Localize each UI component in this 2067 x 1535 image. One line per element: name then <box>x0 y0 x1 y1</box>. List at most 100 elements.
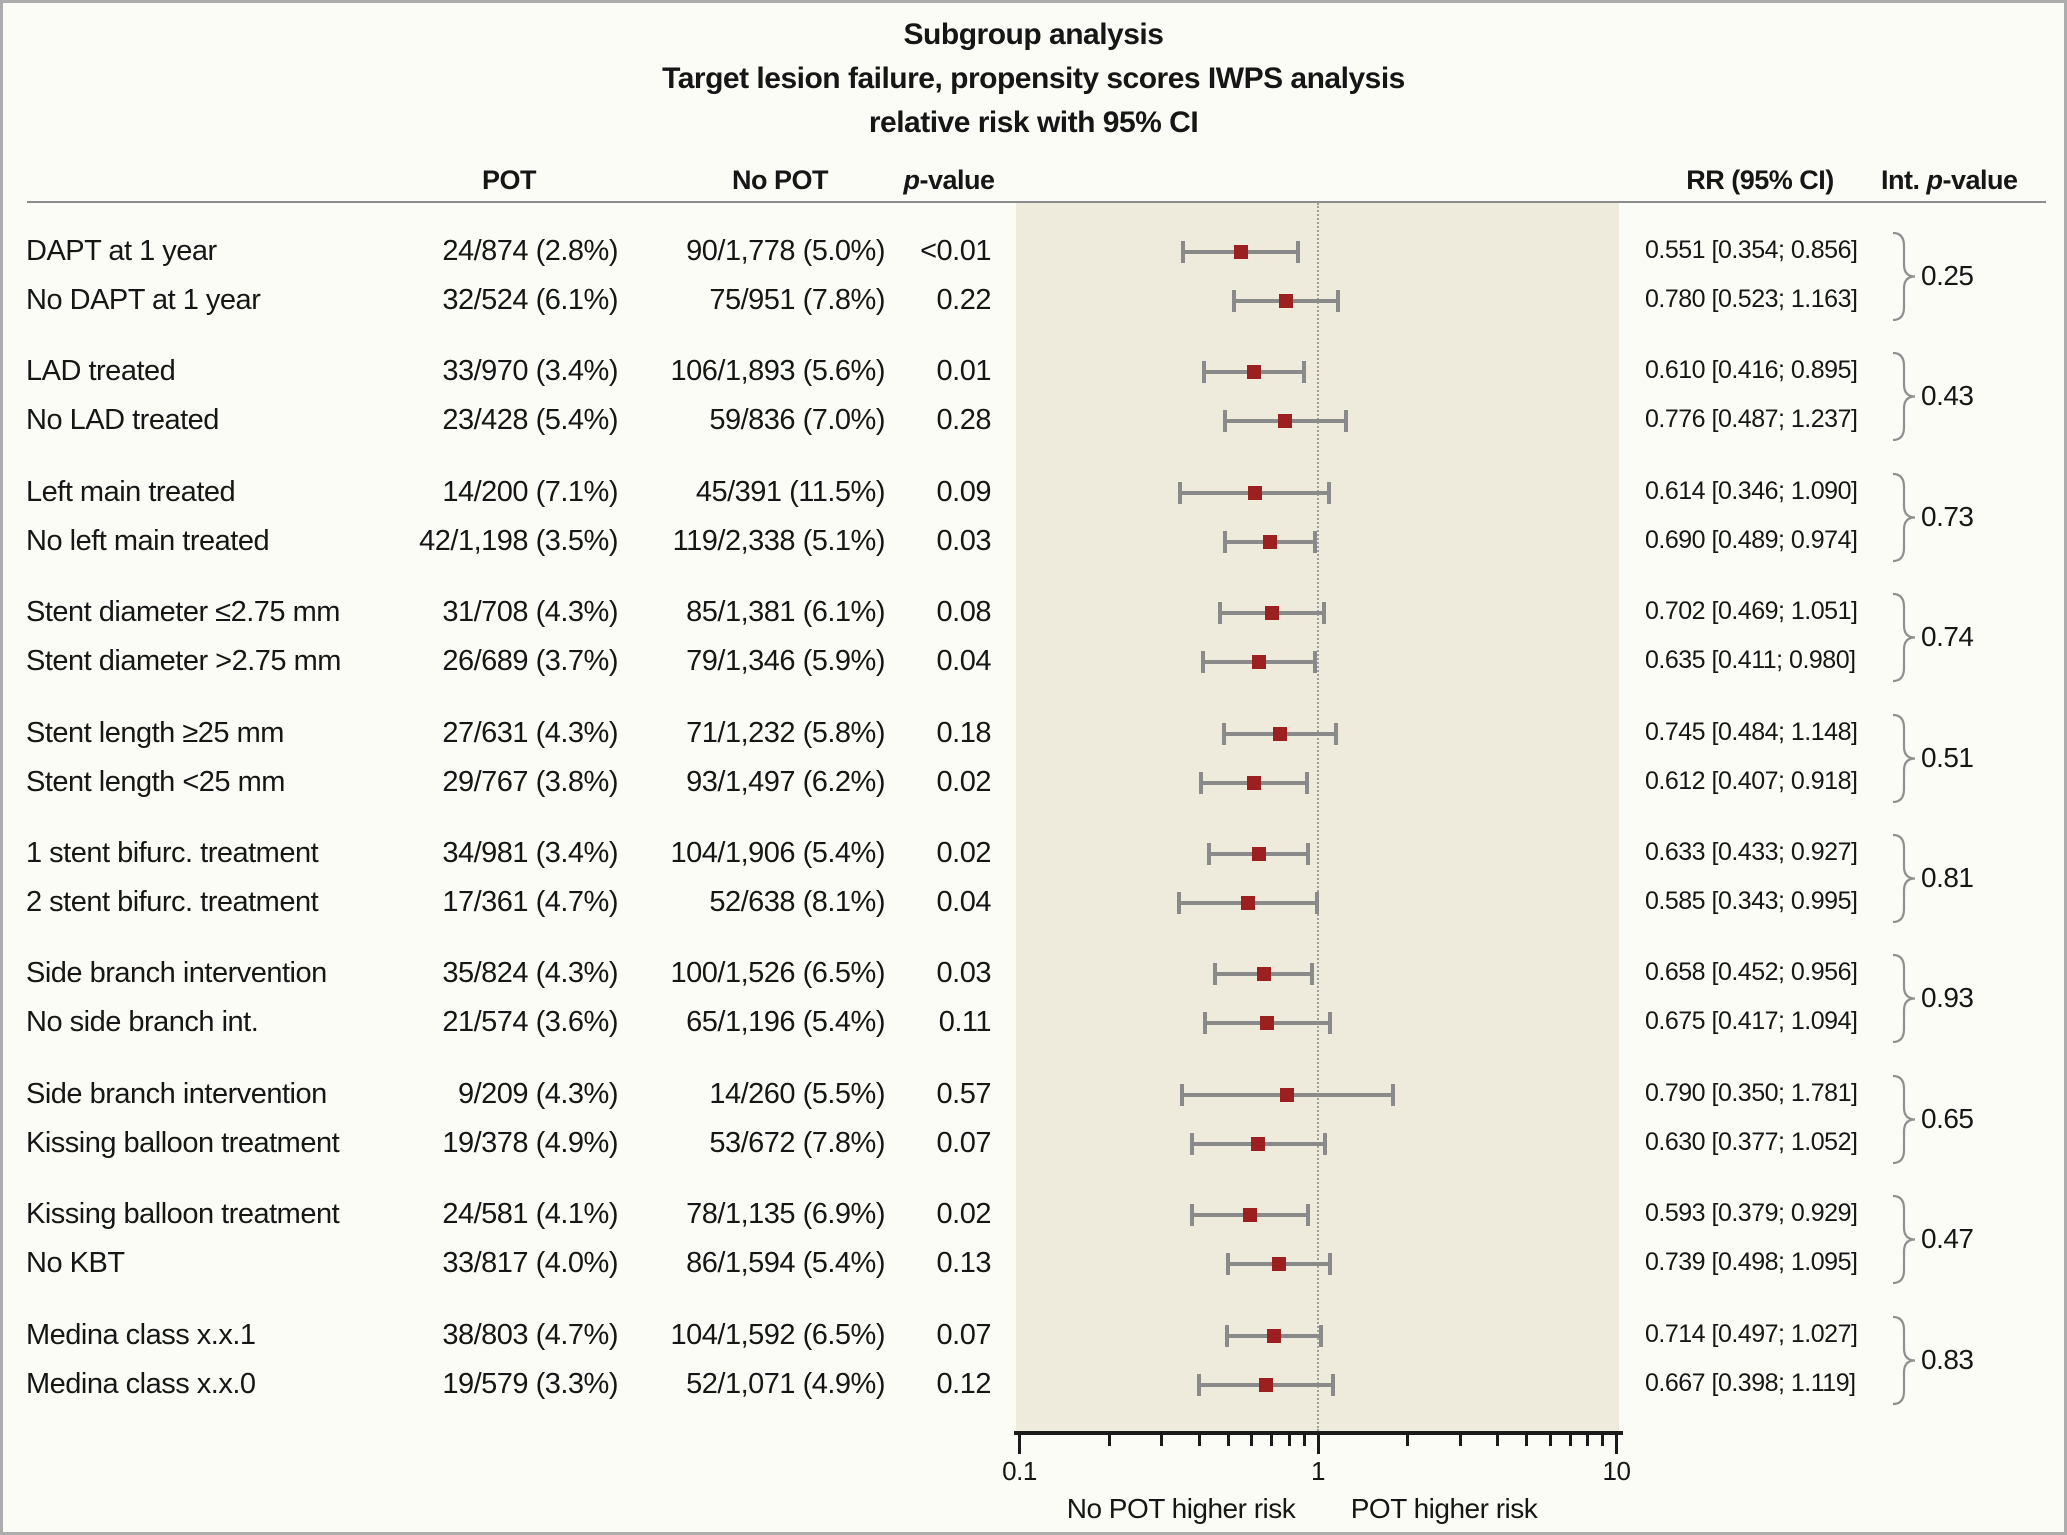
rr-ci-label: 0.739 [0.498; 1.095] <box>1645 1248 1858 1276</box>
axis-minor-tick <box>1287 1433 1291 1446</box>
pot-value: 32/524 (6.1%) <box>442 284 618 316</box>
no-pot-value: 78/1,135 (6.9%) <box>686 1198 885 1230</box>
no-pot-value: 90/1,778 (5.0%) <box>686 235 885 267</box>
no-pot-value: 14/260 (5.5%) <box>709 1078 885 1110</box>
ci-cap-left <box>1190 1204 1195 1226</box>
row-label: No LAD treated <box>26 404 219 436</box>
row-label: Left main treated <box>26 476 236 508</box>
ci-cap-left <box>1222 410 1227 432</box>
rr-ci-label: 0.630 [0.377; 1.052] <box>1645 1128 1858 1156</box>
interaction-p-value: 0.25 <box>1921 259 1974 291</box>
no-pot-value: 53/672 (7.8%) <box>709 1127 885 1159</box>
no-pot-value: 59/836 (7.0%) <box>709 404 885 436</box>
p-value: 0.04 <box>936 886 992 918</box>
no-pot-value: 75/951 (7.8%) <box>709 284 885 316</box>
rr-ci-label: 0.614 [0.346; 1.090] <box>1645 477 1858 505</box>
no-pot-value: 119/2,338 (5.1%) <box>672 525 886 557</box>
axis-tick-label: 0.1 <box>1002 1456 1037 1486</box>
rr-ci-label: 0.635 [0.411; 0.980] <box>1645 646 1856 674</box>
group-brace <box>1892 592 1916 683</box>
ci-cap-left <box>1217 602 1222 624</box>
axis-major-tick <box>1316 1433 1320 1454</box>
p-value: 0.18 <box>936 717 992 749</box>
group-brace <box>1892 472 1916 563</box>
column-header-p-value: p-value <box>903 165 995 196</box>
axis-major-tick <box>1615 1433 1618 1454</box>
ci-cap-left <box>1178 482 1183 504</box>
row-label: LAD treated <box>26 355 176 387</box>
p-value-italic-p: p <box>903 165 920 195</box>
rr-marker <box>1271 1257 1286 1271</box>
ci-cap-left <box>1202 361 1207 383</box>
rr-ci-label: 0.776 [0.487; 1.237] <box>1645 405 1858 433</box>
chart-title-line-3: relative risk with 95% CI <box>868 106 1199 139</box>
chart-title-line-2: Target lesion failure, propensity scores… <box>662 62 1405 95</box>
group-brace <box>1892 231 1916 322</box>
rr-ci-label: 0.658 [0.452; 0.956] <box>1645 958 1858 986</box>
rr-marker <box>1233 245 1248 259</box>
axis-major-tick <box>1018 1433 1021 1454</box>
row-label: No DAPT at 1 year <box>26 284 261 316</box>
chart-title-line-1: Subgroup analysis <box>903 18 1164 51</box>
p-value: 0.04 <box>936 645 992 677</box>
ci-cap-right <box>1327 1012 1332 1034</box>
ci-cap-left <box>1231 290 1236 312</box>
rr-marker <box>1265 606 1280 620</box>
pot-value: 19/579 (3.3%) <box>442 1368 618 1400</box>
ci-cap-left <box>1196 1374 1201 1396</box>
p-value: 0.01 <box>936 355 992 387</box>
ci-cap-left <box>1179 1084 1184 1106</box>
ci-cap-left <box>1223 531 1228 553</box>
p-value: 0.13 <box>936 1247 992 1279</box>
rr-marker <box>1260 1016 1275 1030</box>
row-label: DAPT at 1 year <box>26 235 217 267</box>
row-label: Medina class x.x.1 <box>26 1319 256 1351</box>
p-value: 0.57 <box>936 1078 992 1110</box>
row-label: Kissing balloon treatment <box>26 1127 340 1159</box>
rr-ci-label: 0.585 [0.343; 0.995] <box>1645 887 1858 915</box>
ci-cap-left <box>1207 843 1212 865</box>
pot-value: 17/361 (4.7%) <box>442 886 618 918</box>
rr-marker <box>1251 847 1266 861</box>
rr-ci-label: 0.745 [0.484; 1.148] <box>1645 718 1858 746</box>
ci-cap-right <box>1304 772 1309 794</box>
ci-cap-left <box>1181 241 1186 263</box>
rr-marker <box>1247 486 1262 500</box>
pot-value: 9/209 (4.3%) <box>457 1078 619 1110</box>
group-brace <box>1892 1315 1916 1406</box>
ci-cap-right <box>1301 361 1306 383</box>
axis-minor-tick <box>1197 1433 1201 1446</box>
ci-cap-right <box>1343 410 1348 432</box>
rr-marker <box>1251 1137 1266 1151</box>
rr-ci-label: 0.610 [0.416; 0.895] <box>1645 356 1858 384</box>
ci-cap-right <box>1319 1325 1324 1347</box>
p-value: 0.28 <box>936 404 992 436</box>
pot-value: 19/378 (4.9%) <box>442 1127 618 1159</box>
pot-value: 24/581 (4.1%) <box>442 1198 618 1230</box>
ci-cap-right <box>1327 482 1332 504</box>
rr-marker <box>1247 776 1262 790</box>
rr-ci-label: 0.633 [0.433; 0.927] <box>1645 838 1858 866</box>
axis-minor-tick <box>1302 1433 1306 1446</box>
pot-value: 27/631 (4.3%) <box>442 717 618 749</box>
ci-cap-right <box>1312 531 1317 553</box>
no-pot-value: 104/1,906 (5.4%) <box>670 837 886 869</box>
rr-ci-label: 0.702 [0.469; 1.051] <box>1645 597 1858 625</box>
ci-cap-right <box>1322 1133 1327 1155</box>
rr-ci-label: 0.593 [0.379; 0.929] <box>1645 1199 1858 1227</box>
row-label: Stent diameter ≤2.75 mm <box>26 596 340 628</box>
ci-cap-left <box>1213 963 1218 985</box>
rr-marker <box>1246 365 1261 379</box>
rr-marker <box>1262 535 1277 549</box>
interaction-p-value: 0.74 <box>1921 620 1974 652</box>
ci-cap-left <box>1202 1012 1207 1034</box>
p-value-suffix: -value <box>919 165 995 195</box>
ci-cap-right <box>1313 651 1318 673</box>
group-brace <box>1892 351 1916 442</box>
group-brace <box>1892 1074 1916 1165</box>
p-value: 0.03 <box>936 957 992 989</box>
ci-cap-right <box>1295 241 1300 263</box>
axis-minor-tick <box>1548 1433 1552 1446</box>
axis-minor-tick <box>1496 1433 1500 1446</box>
header-divider <box>27 201 2046 203</box>
